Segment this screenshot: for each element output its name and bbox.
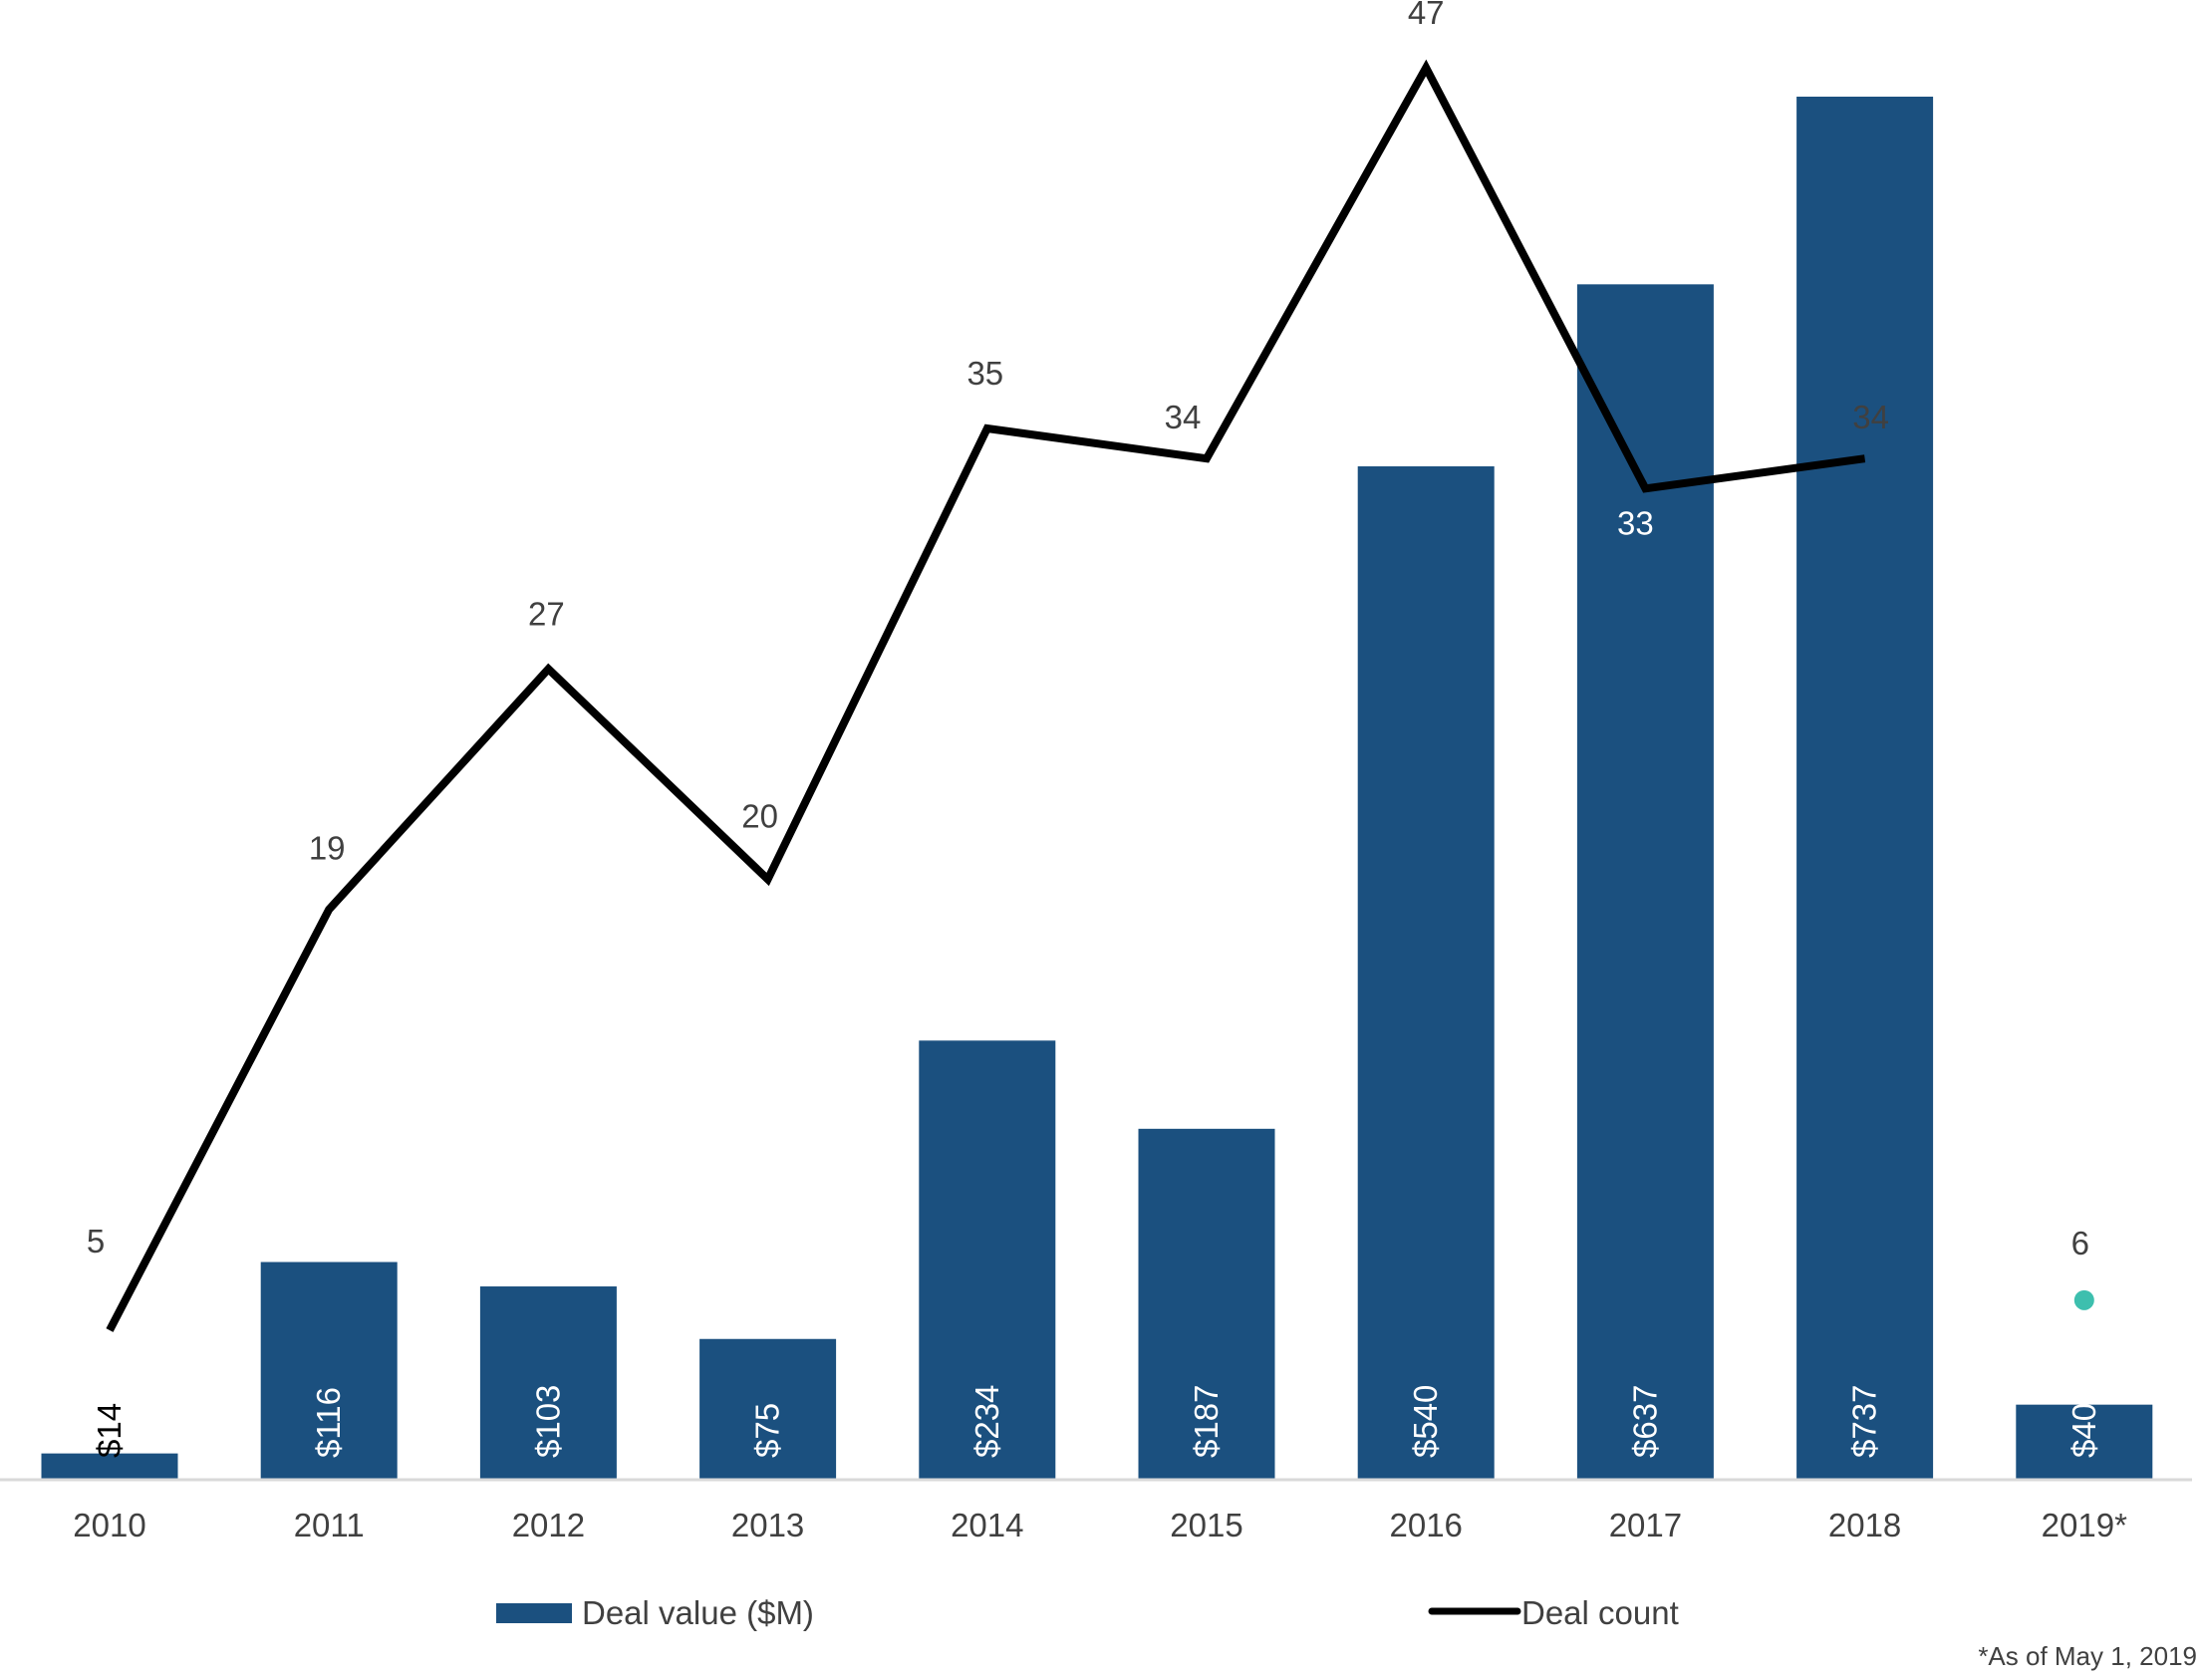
x-tick-labels: 2010 2011 2012 2013 2014 2015 2016 2017 2018 2019…: [73, 1507, 2127, 1543]
bar-value-label: $540: [1407, 1385, 1444, 1458]
deal-count-line: [106, 59, 1866, 1332]
bar-value-label: $116: [310, 1387, 347, 1458]
x-tick-label: 2015: [1170, 1507, 1242, 1543]
deal-count-label: 33: [1617, 504, 1654, 541]
bar-2018: [1796, 97, 1934, 1480]
deal-count-label: 20: [741, 798, 778, 835]
deal-count-label: 27: [528, 595, 565, 632]
bar-value-label: $234: [968, 1385, 1005, 1458]
bar-2013: [699, 1338, 837, 1480]
bar-2014: [919, 1040, 1056, 1480]
bar-value-label: $187: [1188, 1385, 1225, 1458]
bar-2016: [1357, 466, 1495, 1480]
x-tick-label: 2010: [73, 1507, 145, 1543]
deal-count-label: 6: [2071, 1225, 2089, 1261]
bar-2012: [479, 1286, 617, 1480]
bars-layer: [41, 97, 2153, 1481]
bar-value-label: $75: [749, 1403, 786, 1458]
deal-count-label: 34: [1852, 399, 1889, 435]
bar-2017: [1576, 284, 1714, 1481]
line-layer: [106, 59, 2094, 1332]
x-tick-label: 2016: [1389, 1507, 1462, 1543]
bar-value-label: $14: [91, 1403, 128, 1458]
bar-value-label: $737: [1846, 1385, 1883, 1458]
legend-label-deal-count: Deal count: [1521, 1594, 1679, 1631]
deal-count-label: 19: [309, 830, 346, 867]
legend-label-deal-value: Deal value ($M): [582, 1594, 814, 1631]
deal-count-label: 35: [966, 355, 1003, 392]
x-tick-label: 2011: [294, 1507, 365, 1543]
legend: Deal value ($M) Deal count: [496, 1594, 1679, 1631]
x-tick-label: 2012: [512, 1507, 585, 1543]
x-tick-label: 2018: [1828, 1507, 1901, 1543]
x-tick-label: 2017: [1609, 1507, 1682, 1543]
bar-value-label: $103: [529, 1385, 566, 1458]
deal-count-label: 47: [1408, 0, 1445, 31]
deal-count-point-2019: [2073, 1289, 2094, 1310]
bar-value-label: $637: [1626, 1385, 1663, 1458]
deal-count-label: 5: [87, 1223, 105, 1260]
bar-2010: [41, 1453, 178, 1480]
bar-2011: [260, 1261, 398, 1480]
labels-layer: $14 $116 $103 $75 $234 $187 $540 $637 $737 $40 5 19…: [87, 0, 2102, 1458]
x-tick-label: 2013: [731, 1507, 804, 1543]
bar-2019: [2016, 1404, 2153, 1480]
bar-2015: [1138, 1128, 1275, 1480]
bar-value-label: $40: [2065, 1403, 2102, 1458]
x-tick-label: 2019*: [2042, 1507, 2127, 1543]
footnote: *As of May 1, 2019: [1978, 1641, 2197, 1671]
legend-swatch-deal-value: [496, 1603, 572, 1623]
deal-count-label: 34: [1165, 399, 1202, 435]
x-tick-label: 2014: [951, 1507, 1023, 1543]
